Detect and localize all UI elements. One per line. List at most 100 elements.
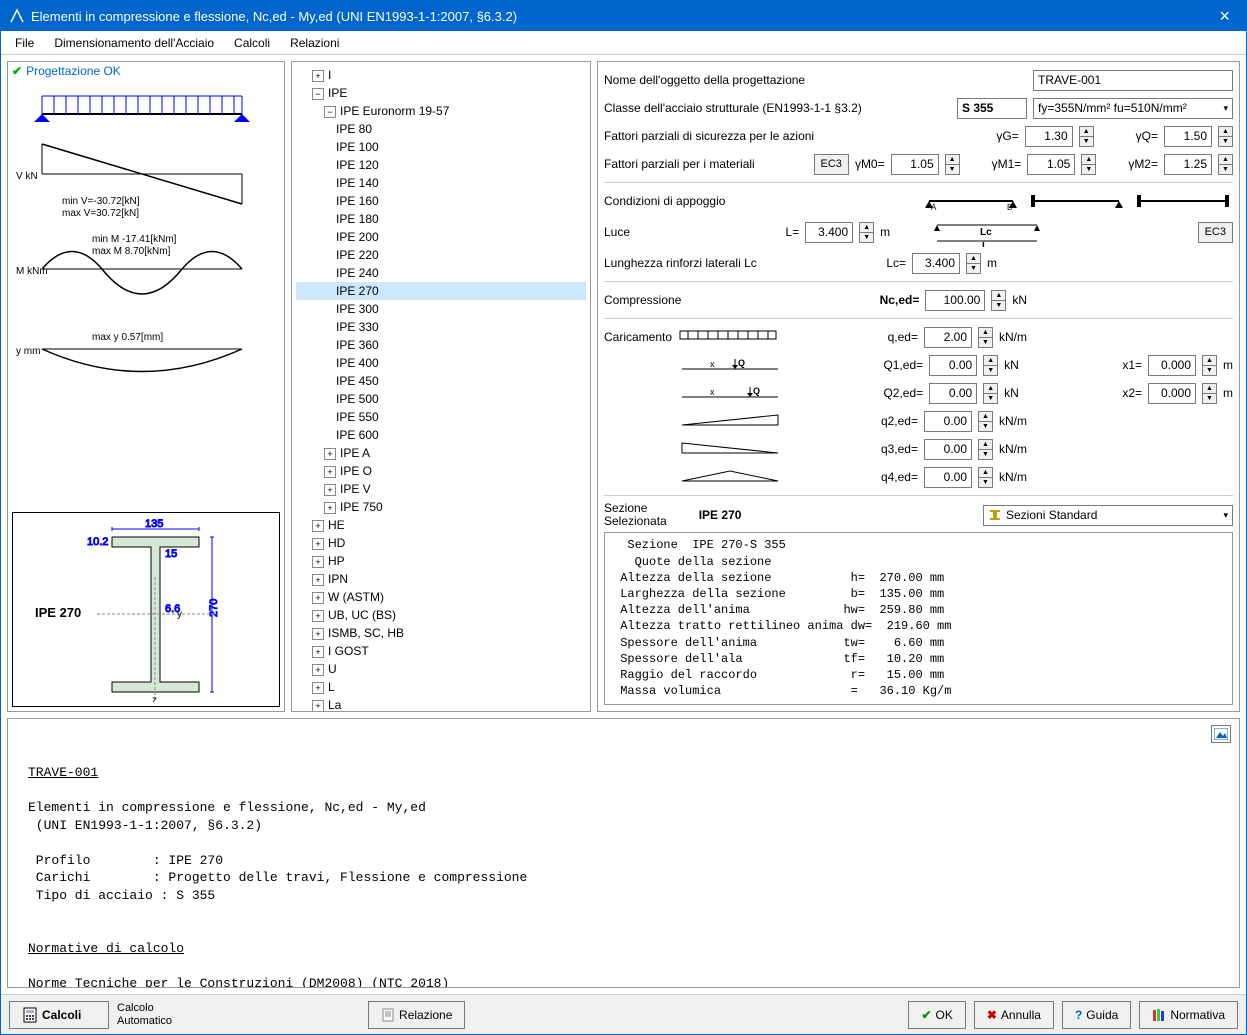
combo-section-type[interactable]: Sezioni Standard▾ xyxy=(983,505,1233,526)
input-q1[interactable] xyxy=(929,355,977,376)
tree-item[interactable]: IPE 100 xyxy=(296,138,586,156)
svg-text:135: 135 xyxy=(145,518,163,530)
support-opt-1[interactable]: AB xyxy=(921,190,1021,212)
deflection-diagram: y mm max y 0.57[mm] xyxy=(12,324,272,404)
support-opt-2[interactable] xyxy=(1027,190,1127,212)
input-gM0[interactable] xyxy=(891,154,939,175)
input-q3[interactable] xyxy=(924,439,972,460)
tree-item[interactable]: +IPN xyxy=(296,570,586,588)
tree-item[interactable]: IPE 330 xyxy=(296,318,586,336)
tree-item[interactable]: +W (ASTM) xyxy=(296,588,586,606)
tree-item[interactable]: +I GOST xyxy=(296,642,586,660)
app-icon xyxy=(9,8,25,24)
btn-ec3-2[interactable]: EC3 xyxy=(1198,222,1233,243)
input-gM2[interactable] xyxy=(1164,154,1212,175)
tree-item[interactable]: IPE 200 xyxy=(296,228,586,246)
input-gG[interactable] xyxy=(1025,126,1073,147)
combo-steel-class[interactable]: S 355 xyxy=(957,98,1027,119)
input-gM1[interactable] xyxy=(1027,154,1075,175)
btn-relazione[interactable]: Relazione xyxy=(368,1001,465,1029)
menu-calc[interactable]: Calcoli xyxy=(224,34,280,52)
input-q2e[interactable] xyxy=(924,411,972,432)
input-name[interactable] xyxy=(1033,70,1233,91)
menu-rel[interactable]: Relazioni xyxy=(280,34,349,52)
tree-item[interactable]: +HD xyxy=(296,534,586,552)
lbl-psf-mat: Fattori parziali per i materiali xyxy=(604,157,755,171)
tree-item[interactable]: IPE 120 xyxy=(296,156,586,174)
check-icon: ✔ xyxy=(12,64,22,78)
tree-item[interactable]: +L xyxy=(296,678,586,696)
report-title: TRAVE-001 xyxy=(28,765,98,780)
spin-gQ[interactable]: ▲▼ xyxy=(1218,126,1233,147)
tree-item[interactable]: +La xyxy=(296,696,586,712)
input-Lc[interactable] xyxy=(912,253,960,274)
tree-item[interactable]: IPE 80 xyxy=(296,120,586,138)
lbl-psf-actions: Fattori parziali di sicurezza per le azi… xyxy=(604,129,814,143)
tree-item[interactable]: IPE 450 xyxy=(296,372,586,390)
input-gQ[interactable] xyxy=(1164,126,1212,147)
menu-dim[interactable]: Dimensionamento dell'Acciaio xyxy=(44,34,224,52)
combo-steel-info[interactable]: fy=355N/mm² fu=510N/mm²▾ xyxy=(1033,98,1233,119)
section-figure: 135 270 10.2 15 6.6 yz IPE 270 xyxy=(12,512,280,707)
btn-normativa[interactable]: Normativa xyxy=(1139,1001,1238,1029)
menu-file[interactable]: File xyxy=(5,34,44,52)
tree-item[interactable]: IPE 140 xyxy=(296,174,586,192)
btn-ec3[interactable]: EC3 xyxy=(814,154,849,175)
tree-item[interactable]: +ISMB, SC, HB xyxy=(296,624,586,642)
tree-item[interactable]: IPE 300 xyxy=(296,300,586,318)
tree-item[interactable]: +HP xyxy=(296,552,586,570)
beam-load-diagram xyxy=(12,84,272,124)
design-status: ✔ Progettazione OK xyxy=(8,62,284,80)
tree-item[interactable]: IPE 180 xyxy=(296,210,586,228)
tree-item[interactable]: IPE 550 xyxy=(296,408,586,426)
input-x2[interactable] xyxy=(1148,383,1196,404)
profile-tree[interactable]: +I−IPE−IPE Euronorm 19-57IPE 80IPE 100IP… xyxy=(296,66,586,712)
report-panel: TRAVE-001 Elementi in compressione e fle… xyxy=(7,718,1240,988)
upper-row: ✔ Progettazione OK V kN xyxy=(7,61,1240,712)
input-x1[interactable] xyxy=(1148,355,1196,376)
tree-item[interactable]: −IPE Euronorm 19-57 xyxy=(296,102,586,120)
books-icon xyxy=(1152,1008,1166,1022)
tree-item[interactable]: IPE 600 xyxy=(296,426,586,444)
btn-guida[interactable]: ?Guida xyxy=(1062,1001,1131,1029)
tree-item[interactable]: +HE xyxy=(296,516,586,534)
svg-text:Lc: Lc xyxy=(980,227,992,238)
tree-item[interactable]: +IPE V xyxy=(296,480,586,498)
tree-item[interactable]: IPE 270 xyxy=(296,282,586,300)
lbl-lc: Lunghezza rinforzi laterali Lc xyxy=(604,256,757,270)
btn-annulla[interactable]: ✖Annulla xyxy=(974,1001,1054,1029)
document-icon xyxy=(381,1008,395,1022)
close-icon[interactable]: × xyxy=(1211,6,1238,27)
tree-item[interactable]: +UB, UC (BS) xyxy=(296,606,586,624)
tree-item[interactable]: IPE 220 xyxy=(296,246,586,264)
svg-text:max V=30.72[kN]: max V=30.72[kN] xyxy=(62,208,139,219)
form-panel: Nome dell'oggetto della progettazione Cl… xyxy=(597,61,1240,712)
btn-ok[interactable]: ✔OK xyxy=(908,1001,965,1029)
input-q4[interactable] xyxy=(924,467,972,488)
x-icon: ✖ xyxy=(987,1008,997,1022)
tree-item[interactable]: +IPE 750 xyxy=(296,498,586,516)
load-icon-point1: xQ xyxy=(680,357,780,373)
tree-item[interactable]: IPE 360 xyxy=(296,336,586,354)
tree-item[interactable]: IPE 240 xyxy=(296,264,586,282)
tree-item[interactable]: IPE 400 xyxy=(296,354,586,372)
svg-text:max M 8.70[kNm]: max M 8.70[kNm] xyxy=(92,246,171,257)
input-nced[interactable] xyxy=(925,290,985,311)
tree-item[interactable]: +IPE A xyxy=(296,444,586,462)
input-q2[interactable] xyxy=(929,383,977,404)
support-opt-3[interactable] xyxy=(1133,190,1233,212)
tree-item[interactable]: +I xyxy=(296,66,586,84)
menubar: File Dimensionamento dell'Acciaio Calcol… xyxy=(1,31,1246,55)
help-icon: ? xyxy=(1075,1008,1082,1022)
spin-gG[interactable]: ▲▼ xyxy=(1079,126,1094,147)
btn-calcoli[interactable]: Calcoli xyxy=(9,1001,109,1029)
lbl-name: Nome dell'oggetto della progettazione xyxy=(604,73,805,87)
tree-item[interactable]: IPE 500 xyxy=(296,390,586,408)
tree-item[interactable]: IPE 160 xyxy=(296,192,586,210)
image-export-icon[interactable] xyxy=(1211,725,1231,743)
tree-item[interactable]: −IPE xyxy=(296,84,586,102)
input-L[interactable] xyxy=(805,222,853,243)
tree-item[interactable]: +IPE O xyxy=(296,462,586,480)
input-qed[interactable] xyxy=(924,327,972,348)
tree-item[interactable]: +U xyxy=(296,660,586,678)
